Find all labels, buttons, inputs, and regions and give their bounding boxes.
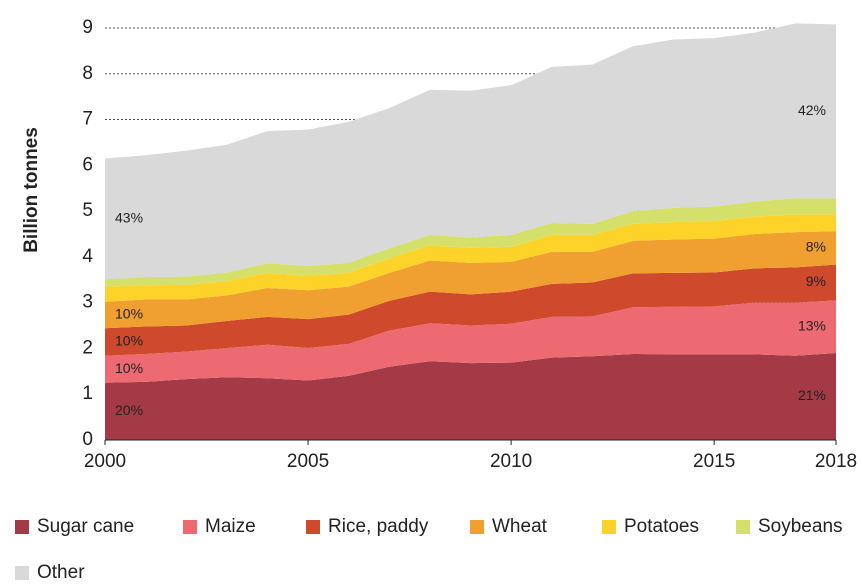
y-tick-label: 7 [82, 109, 93, 130]
legend-swatch [15, 520, 29, 534]
legend-label: Soybeans [758, 516, 843, 537]
y-tick-label: 0 [82, 429, 93, 450]
legend-swatch [736, 520, 750, 534]
area-label: 10% [115, 306, 143, 322]
legend-label: Other [37, 562, 85, 583]
legend-label: Rice, paddy [328, 516, 429, 537]
legend-swatch [470, 520, 484, 534]
x-tick-label: 2005 [287, 451, 329, 472]
area [105, 214, 836, 302]
area [105, 23, 836, 280]
y-tick-label: 5 [82, 200, 93, 221]
legend-swatch [602, 520, 616, 534]
x-tick-label: 2015 [693, 451, 735, 472]
legend-label: Potatoes [624, 516, 699, 537]
area [105, 264, 836, 356]
y-tick-label: 4 [82, 246, 93, 267]
y-axis-label: Billion tonnes [21, 127, 42, 253]
legend-label: Wheat [492, 516, 548, 537]
y-tick-label: 3 [82, 292, 93, 313]
area-label: 21% [798, 387, 826, 403]
y-tick-label: 6 [82, 154, 93, 175]
area-label: 20% [115, 402, 143, 418]
y-tick-label: 1 [82, 383, 93, 404]
legend-label: Maize [205, 516, 256, 537]
area [105, 300, 836, 383]
area-label: 8% [806, 239, 826, 255]
area-label: 42% [798, 102, 826, 118]
x-tick-label: 2018 [815, 451, 857, 472]
area-label: 13% [798, 317, 826, 333]
area [105, 198, 836, 287]
x-tick-label: 2010 [490, 451, 532, 472]
x-tick-label: 2000 [84, 451, 126, 472]
legend-swatch [306, 520, 320, 534]
y-tick-label: 9 [82, 17, 93, 38]
legend-swatch [15, 566, 29, 580]
legend-label: Sugar cane [37, 516, 134, 537]
y-tick-label: 2 [82, 337, 93, 358]
y-tick-label: 8 [82, 63, 93, 84]
area-label: 43% [115, 210, 143, 226]
area-label: 9% [806, 273, 826, 289]
area-label: 10% [115, 360, 143, 376]
area [105, 231, 836, 329]
area [105, 353, 836, 440]
legend-swatch [183, 520, 197, 534]
area-label: 10% [115, 333, 143, 349]
